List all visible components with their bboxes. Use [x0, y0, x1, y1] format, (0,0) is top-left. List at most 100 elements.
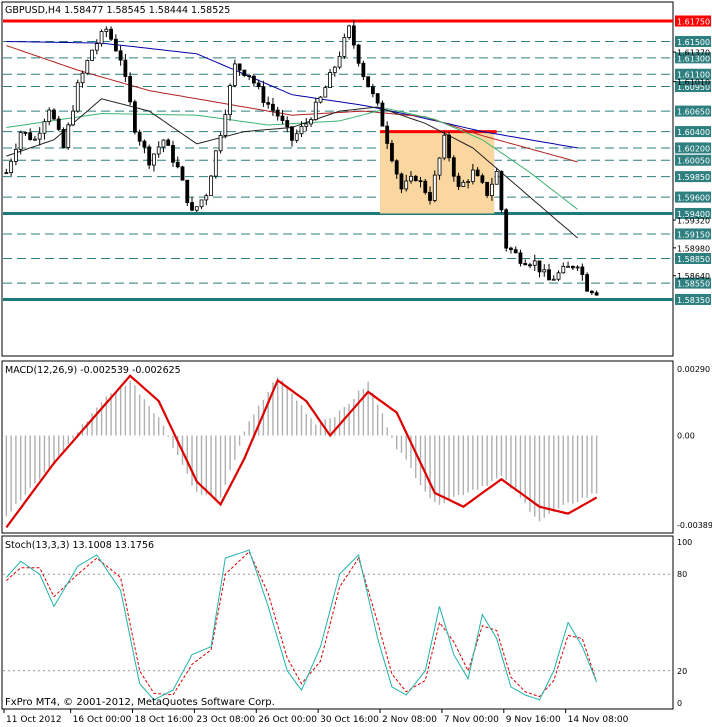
candle-body — [147, 146, 152, 166]
candle-body — [332, 66, 337, 73]
candle-body — [242, 69, 247, 77]
price-level-label: 1.61300 — [677, 54, 710, 63]
candle-body — [228, 85, 233, 115]
candle-body — [13, 148, 18, 162]
candle-body — [504, 209, 509, 249]
macd-histogram — [5, 377, 598, 522]
time-tick-label: 2 Nov 08:00 — [382, 715, 437, 725]
time-tick-label: 30 Oct 16:00 — [320, 715, 379, 725]
candle-body — [432, 174, 437, 201]
candle-body — [251, 75, 256, 84]
candle-body — [366, 76, 371, 88]
macd-pane[interactable]: 0.00290 0.00 -0.00389 MACD(12,26,9) -0.002… — [1, 360, 712, 534]
stoch-title: Stoch(13,3,3) 13.1008 13.1756 — [5, 540, 154, 551]
candle-body — [523, 263, 528, 266]
price-level-label-box — [675, 126, 711, 138]
candle-body — [399, 173, 404, 190]
price-level-label-box — [675, 68, 711, 80]
candle-body — [323, 87, 328, 98]
candle-body — [528, 264, 532, 267]
stoch-main-line — [6, 549, 598, 701]
price-level-label-box — [675, 52, 711, 64]
candle-body — [361, 62, 366, 78]
symbol-header: GBPUSD,H4 1.58477 1.58545 1.58444 1.5852… — [5, 5, 230, 16]
price-pane[interactable]: 1.61750 1.61500 1.61300 1.61100 1.60950 1.606… — [1, 1, 711, 357]
candle-body — [585, 274, 589, 292]
candle-body — [66, 124, 71, 148]
time-tick-label: 26 Oct 00:00 — [258, 715, 317, 725]
stoch-pane[interactable]: 100 80 20 0 Stoch(13,3,3) 13.1008 13.1756 F… — [1, 535, 692, 710]
stoch-levels — [3, 573, 673, 672]
candle-body — [451, 157, 456, 177]
candles — [4, 20, 599, 296]
macd-signal-line — [5, 374, 598, 529]
stoch-pane-frame — [1, 535, 674, 710]
time-tick-label: 14 Nov 08:00 — [568, 715, 629, 725]
price-level-label: 1.59400 — [677, 210, 710, 219]
candle-body — [166, 139, 171, 146]
candle-body — [518, 252, 523, 264]
time-tick-label: 9 Nov 16:00 — [506, 715, 561, 725]
time-axis: 11 Oct 2012 16 Oct 00:00 18 Oct 16:00 23 Oc… — [3, 709, 629, 725]
candle-body — [113, 38, 118, 52]
macd-signal-path — [5, 374, 598, 529]
candle-body — [299, 125, 304, 135]
price-level-label: 1.58850 — [677, 255, 710, 264]
price-level-label: 1.61500 — [677, 38, 710, 47]
candle-body — [337, 55, 342, 68]
candle-body — [347, 25, 352, 38]
price-tick-label: 1.61370 — [677, 49, 710, 58]
candle-body — [556, 272, 561, 280]
candle-body — [118, 50, 123, 61]
candle-body — [499, 170, 504, 211]
moving-average-line — [6, 45, 578, 163]
candle-body — [199, 199, 204, 208]
candle-body — [4, 172, 9, 174]
candle-body — [351, 25, 356, 46]
candle-body — [194, 206, 199, 211]
candle-body — [509, 247, 513, 251]
candle-body — [9, 160, 14, 174]
price-axis-labels: 1.61750 1.61500 1.61300 1.61100 1.60950 1.606… — [673, 15, 711, 305]
price-level-label-box — [675, 228, 711, 240]
macd-tick-label: -0.00389 — [677, 521, 712, 530]
candle-body — [356, 44, 361, 64]
candle-body — [128, 76, 133, 103]
consolidation-box — [380, 131, 495, 214]
price-tick-label: 1.58640 — [677, 272, 710, 281]
candle-body — [33, 138, 37, 141]
time-tick-label: 16 Oct 00:00 — [73, 715, 132, 725]
price-level-label: 1.59150 — [677, 230, 710, 239]
candle-body — [570, 265, 575, 269]
candle-body — [489, 183, 494, 196]
price-level-label-box — [675, 154, 711, 166]
price-tick-label: 1.61010 — [677, 78, 710, 87]
candle-body — [123, 59, 128, 77]
price-level-label-box — [675, 81, 711, 93]
candle-body — [428, 192, 432, 201]
candle-body — [342, 37, 347, 57]
candle-body — [370, 86, 375, 95]
candle-body — [394, 160, 399, 175]
candle-body — [580, 266, 585, 275]
moving-average-line — [6, 108, 578, 210]
stoch-signal-line — [6, 550, 598, 698]
candle-body — [290, 126, 294, 141]
candle-body — [461, 181, 466, 187]
candle-body — [475, 169, 480, 177]
candle-body — [575, 266, 580, 269]
time-tick-label: 23 Oct 08:00 — [196, 715, 255, 725]
candle-body — [75, 82, 80, 112]
candle-body — [71, 110, 75, 126]
price-level-label-box — [675, 142, 711, 154]
candle-body — [285, 120, 290, 128]
candle-body — [485, 181, 490, 196]
stoch-tick-label: 0 — [677, 699, 682, 708]
candle-body — [551, 278, 556, 281]
candle-body — [589, 290, 594, 294]
candle-body — [385, 125, 390, 144]
candle-body — [380, 102, 385, 127]
candle-body — [456, 175, 461, 187]
candle-body — [437, 157, 442, 176]
